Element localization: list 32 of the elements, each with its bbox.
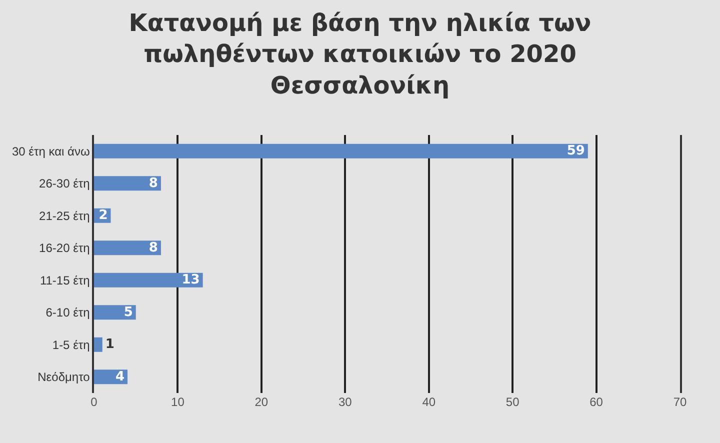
bar bbox=[94, 337, 102, 352]
x-tick-label: 0 bbox=[90, 395, 98, 409]
x-tick-label: 20 bbox=[254, 395, 268, 409]
y-tick-label: 30 έτη και άνω bbox=[12, 144, 90, 158]
bar bbox=[94, 176, 161, 191]
x-tick-label: 10 bbox=[171, 395, 185, 409]
y-tick-label: 16-20 έτη bbox=[39, 241, 90, 256]
bar bbox=[94, 272, 203, 288]
y-tick-label: 1-5 έτη bbox=[52, 338, 90, 352]
data-label: 2 bbox=[98, 208, 108, 224]
chart-title: Κατανομή με βάση την ηλικία των πωληθέντων κατοικιών το 2020 Θεσσαλονίκη bbox=[128, 9, 592, 100]
y-tick-label: 6-10 έτη bbox=[46, 306, 90, 320]
y-tick-label: Νεόδμητο bbox=[38, 370, 90, 384]
x-tick-label: 70 bbox=[673, 395, 687, 409]
bar bbox=[94, 144, 588, 158]
bar bbox=[94, 305, 136, 320]
x-tick-label: 40 bbox=[422, 395, 436, 409]
data-label: 4 bbox=[115, 369, 124, 384]
y-tick-label: 21-25 έτη bbox=[39, 208, 90, 223]
data-label: 13 bbox=[182, 272, 200, 288]
data-label: 1 bbox=[105, 337, 114, 352]
x-tick-label: 60 bbox=[590, 395, 604, 409]
bar bbox=[94, 370, 128, 384]
y-tick-label: 26-30 έτη bbox=[39, 176, 90, 191]
y-tick-label: 11-15 έτη bbox=[40, 273, 90, 288]
data-label: 59 bbox=[566, 144, 585, 159]
data-label: 8 bbox=[148, 176, 158, 191]
x-tick-label: 50 bbox=[506, 395, 520, 409]
bar bbox=[94, 240, 161, 256]
x-tick-label: 30 bbox=[338, 395, 352, 409]
data-label: 8 bbox=[148, 240, 158, 256]
data-label: 5 bbox=[124, 304, 133, 320]
